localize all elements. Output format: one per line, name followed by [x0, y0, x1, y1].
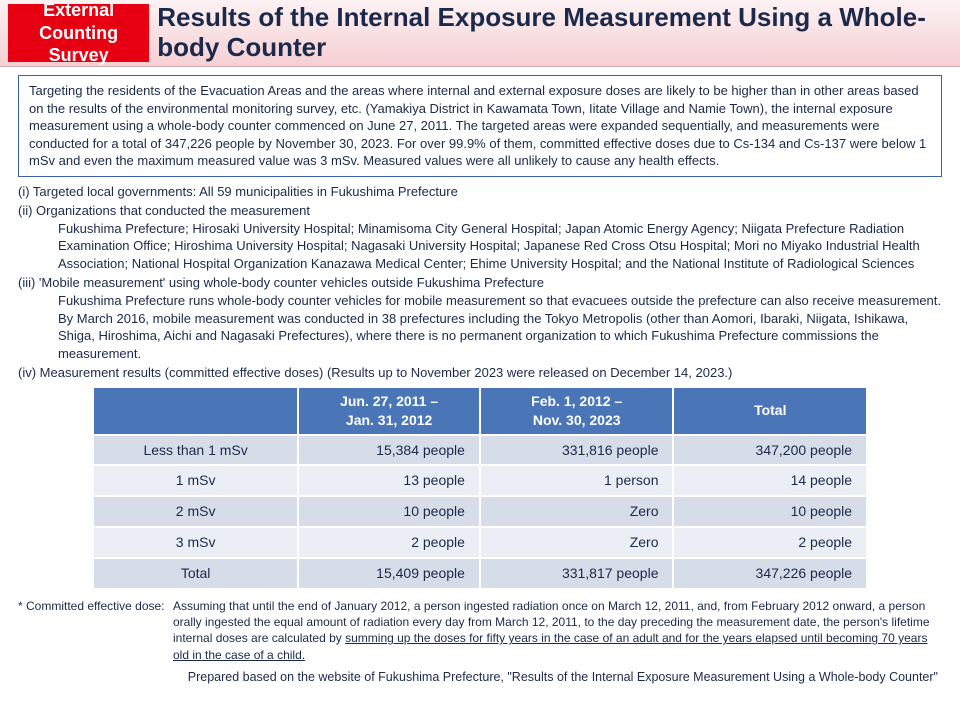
- cell: Zero: [480, 527, 674, 558]
- cell: 15,409 people: [298, 558, 480, 589]
- cell: 347,226 people: [673, 558, 867, 589]
- cell: 2 people: [673, 527, 867, 558]
- item-iii-head: (iii) 'Mobile measurement' using whole-b…: [18, 274, 942, 292]
- cell: 2 people: [298, 527, 480, 558]
- row-label: Total: [93, 558, 298, 589]
- cell: Zero: [480, 496, 674, 527]
- badge-line-2: Counting Survey: [8, 22, 149, 67]
- header-bar: External Counting Survey Results of the …: [0, 0, 960, 67]
- footnote-body: Assuming that until the end of January 2…: [173, 598, 942, 663]
- table-row: 3 mSv 2 people Zero 2 people: [93, 527, 867, 558]
- items-list: (i) Targeted local governments: All 59 m…: [18, 183, 942, 382]
- cell: 347,200 people: [673, 435, 867, 466]
- row-label: Less than 1 mSv: [93, 435, 298, 466]
- cell: 1 person: [480, 465, 674, 496]
- row-label: 1 mSv: [93, 465, 298, 496]
- col-header-period1: Jun. 27, 2011 – Jan. 31, 2012: [298, 387, 480, 435]
- cell: 331,817 people: [480, 558, 674, 589]
- survey-badge: External Counting Survey: [8, 4, 149, 62]
- content-area: Targeting the residents of the Evacuatio…: [0, 67, 960, 686]
- table-row: Less than 1 mSv 15,384 people 331,816 pe…: [93, 435, 867, 466]
- cell: 10 people: [673, 496, 867, 527]
- row-label: 3 mSv: [93, 527, 298, 558]
- item-ii-head: (ii) Organizations that conducted the me…: [18, 202, 942, 220]
- table-row: 2 mSv 10 people Zero 10 people: [93, 496, 867, 527]
- cell: 14 people: [673, 465, 867, 496]
- results-table: Jun. 27, 2011 – Jan. 31, 2012 Feb. 1, 20…: [92, 386, 868, 590]
- badge-line-1: External: [8, 0, 149, 22]
- item-iv-head: (iv) Measurement results (committed effe…: [18, 364, 942, 382]
- item-i: (i) Targeted local governments: All 59 m…: [18, 183, 942, 201]
- intro-box: Targeting the residents of the Evacuatio…: [18, 75, 942, 177]
- table-corner: [93, 387, 298, 435]
- cell: 15,384 people: [298, 435, 480, 466]
- page-title: Results of the Internal Exposure Measure…: [157, 0, 960, 66]
- cell: 10 people: [298, 496, 480, 527]
- table-row-total: Total 15,409 people 331,817 people 347,2…: [93, 558, 867, 589]
- item-iii-body: Fukushima Prefecture runs whole-body cou…: [58, 292, 942, 362]
- source-line: Prepared based on the website of Fukushi…: [18, 669, 942, 686]
- col-header-period2: Feb. 1, 2012 – Nov. 30, 2023: [480, 387, 674, 435]
- table-row: 1 mSv 13 people 1 person 14 people: [93, 465, 867, 496]
- item-ii-body: Fukushima Prefecture; Hirosaki Universit…: [58, 220, 942, 273]
- col-header-total: Total: [673, 387, 867, 435]
- row-label: 2 mSv: [93, 496, 298, 527]
- footnote: * Committed effective dose: Assuming tha…: [18, 598, 942, 663]
- table-header-row: Jun. 27, 2011 – Jan. 31, 2012 Feb. 1, 20…: [93, 387, 867, 435]
- footnote-label: * Committed effective dose:: [18, 598, 173, 663]
- cell: 331,816 people: [480, 435, 674, 466]
- cell: 13 people: [298, 465, 480, 496]
